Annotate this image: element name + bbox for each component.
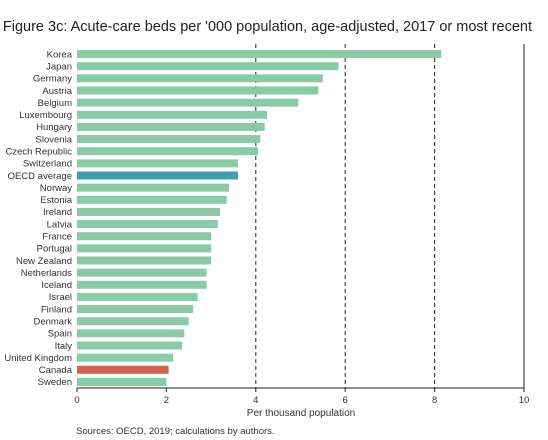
bar	[77, 256, 212, 265]
category-label: Denmark	[33, 317, 72, 328]
tick-label: 8	[432, 395, 437, 406]
category-label: Netherlands	[21, 268, 72, 279]
x-axis-label: Per thousand population	[247, 408, 355, 419]
tick-label: 0	[74, 395, 79, 406]
tick-label: 10	[519, 395, 530, 406]
bar	[77, 305, 194, 314]
bar	[77, 377, 167, 386]
bar	[77, 98, 299, 107]
bar	[77, 353, 174, 362]
category-label: Israel	[49, 292, 72, 303]
category-label: Germany	[33, 74, 72, 85]
category-label: Czech Republic	[5, 147, 72, 158]
category-label: Slovenia	[36, 134, 73, 145]
bars	[77, 50, 442, 386]
bar	[77, 317, 189, 326]
bar	[77, 207, 221, 216]
category-label: Finland	[41, 304, 72, 315]
chart-title: Figure 3c: Acute-care beds per '000 popu…	[3, 19, 532, 35]
bar	[77, 280, 207, 289]
category-label: Canada	[39, 365, 73, 376]
bar	[77, 220, 218, 229]
category-label: Japan	[46, 62, 72, 73]
category-label: Hungary	[36, 122, 72, 133]
category-label: Belgium	[38, 98, 72, 109]
category-label: Norway	[40, 183, 72, 194]
bar	[77, 86, 319, 95]
category-label: United Kingdom	[4, 353, 72, 364]
source-note: Sources: OECD, 2019; calculations by aut…	[76, 426, 275, 437]
bar	[77, 195, 227, 204]
bar	[77, 341, 183, 350]
bar	[77, 268, 207, 277]
category-labels: Korea JapanGermanyAustriaBelgiumLuxembour…	[4, 49, 72, 388]
category-label: Estonia	[40, 195, 72, 206]
category-label: Spain	[48, 329, 72, 340]
category-label: Italy	[55, 341, 73, 352]
category-label: Sweden	[38, 377, 72, 388]
bar	[77, 329, 185, 338]
category-label: Austria	[42, 86, 72, 97]
bar	[77, 365, 169, 374]
bar	[77, 50, 442, 59]
bar	[77, 110, 267, 119]
bar	[77, 122, 265, 131]
tick-label: 4	[253, 395, 258, 406]
bar	[77, 183, 229, 192]
category-label: New Zealand	[16, 256, 72, 267]
bar	[77, 147, 259, 156]
grid-lines	[255, 44, 525, 388]
category-label: Portugal	[37, 244, 72, 255]
category-label: France	[42, 232, 72, 243]
tick-label: 6	[343, 395, 348, 406]
bar	[77, 171, 238, 180]
bar	[77, 244, 212, 253]
tick-label: 2	[164, 395, 169, 406]
category-label: Switzerland	[23, 159, 72, 170]
bar	[77, 292, 198, 301]
x-tick-labels: 0 2 4 6 8 10	[74, 388, 529, 406]
bar	[77, 159, 238, 168]
bar	[77, 232, 212, 241]
bar	[77, 135, 261, 144]
bar	[77, 62, 339, 71]
bar	[77, 74, 323, 83]
category-label: Korea	[47, 49, 73, 60]
category-label: Iceland	[41, 280, 72, 291]
category-label: Luxembourg	[19, 110, 72, 121]
category-label: OECD average	[8, 171, 72, 182]
category-label: Ireland	[43, 207, 72, 218]
category-label: Latvia	[47, 219, 73, 230]
